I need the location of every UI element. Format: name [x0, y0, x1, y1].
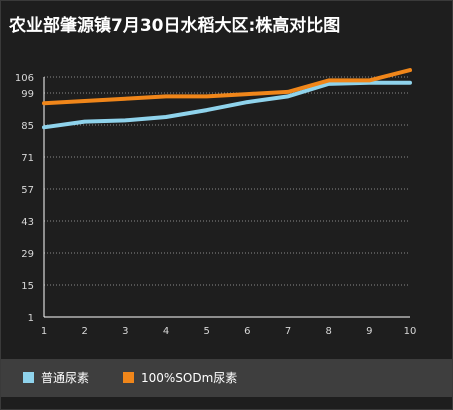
y-tick-label: 1 [28, 313, 34, 324]
y-tick-label: 99 [21, 89, 34, 100]
y-tick-label: 106 [15, 73, 34, 84]
legend-swatch-series1 [23, 372, 34, 383]
x-tick-label: 5 [203, 326, 209, 337]
series-line-1 [42, 80, 412, 130]
x-tick-label: 2 [81, 326, 87, 337]
x-tick-label: 8 [325, 326, 331, 337]
legend-item-series2[interactable]: 100%SODm尿素 [123, 369, 237, 387]
y-tick-label: 43 [21, 217, 34, 228]
legend-label-series2: 100%SODm尿素 [141, 371, 238, 385]
legend-item-series1[interactable]: 普通尿素 [23, 369, 89, 387]
plot-area: 1 15 29 43 57 71 85 99 106 1 2 3 4 5 6 7 8 9 10 [15, 68, 417, 337]
series-line-2 [42, 68, 412, 106]
x-tick-label: 4 [163, 326, 169, 337]
y-tick-label: 57 [21, 185, 34, 196]
y-tick-label: 85 [21, 121, 34, 132]
y-tick-label: 29 [21, 249, 34, 260]
legend: 普通尿素 100%SODm尿素 [1, 359, 452, 397]
x-tick-label: 7 [285, 326, 291, 337]
x-tick-label: 10 [404, 326, 417, 337]
legend-swatch-series2 [123, 372, 134, 383]
x-tick-label: 3 [122, 326, 128, 337]
x-tick-label: 1 [41, 326, 47, 337]
legend-label-series1: 普通尿素 [41, 371, 90, 385]
chart-title: 农业部肇源镇7月30日水稻大区:株高对比图 [9, 16, 341, 36]
x-tick-label: 6 [244, 326, 250, 337]
y-tick-label: 71 [21, 153, 34, 164]
x-tick-label: 9 [366, 326, 372, 337]
y-tick-label: 15 [21, 281, 34, 292]
